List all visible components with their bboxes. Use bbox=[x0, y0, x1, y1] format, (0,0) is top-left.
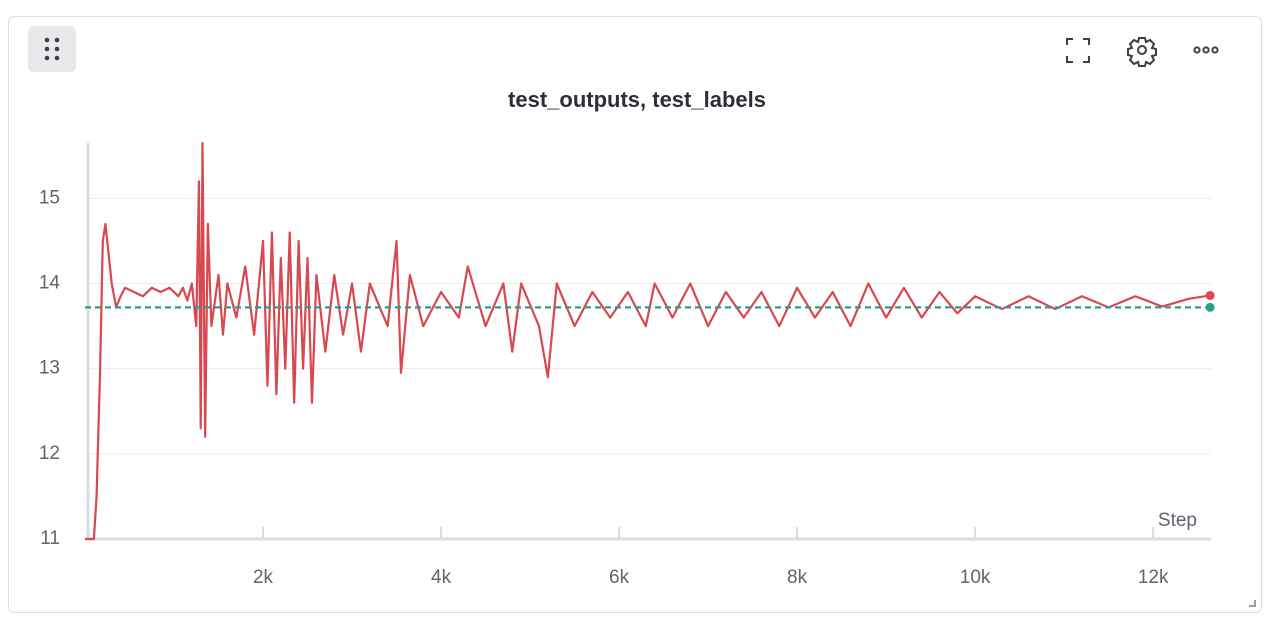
resize-handle bbox=[1249, 600, 1256, 607]
end-marker bbox=[1205, 290, 1215, 300]
fullscreen-icon[interactable] bbox=[1066, 38, 1090, 63]
y-tick-label: 15 bbox=[39, 187, 60, 208]
settings-icon[interactable] bbox=[1127, 37, 1157, 67]
y-tick-label: 11 bbox=[40, 528, 60, 549]
x-tick-label: 12k bbox=[1138, 567, 1169, 588]
x-tick-label: 10k bbox=[960, 567, 991, 588]
x-axis-label: Step bbox=[1158, 510, 1197, 531]
end-marker bbox=[1205, 302, 1215, 312]
drag-dots bbox=[44, 37, 60, 61]
y-tick-label: 13 bbox=[39, 358, 60, 379]
more-icon[interactable] bbox=[1193, 46, 1219, 54]
y-tick-label: 12 bbox=[39, 443, 60, 464]
y-tick-label: 14 bbox=[39, 273, 61, 294]
drag-handle[interactable] bbox=[28, 26, 76, 72]
x-tick-label: 4k bbox=[431, 567, 452, 588]
chart-title: test_outputs, test_labels bbox=[508, 87, 766, 112]
panel-border bbox=[8, 16, 1262, 613]
x-tick-label: 2k bbox=[253, 567, 274, 588]
series-line bbox=[85, 141, 1211, 541]
x-tick-label: 6k bbox=[609, 567, 630, 588]
x-tick-label: 8k bbox=[787, 567, 808, 588]
